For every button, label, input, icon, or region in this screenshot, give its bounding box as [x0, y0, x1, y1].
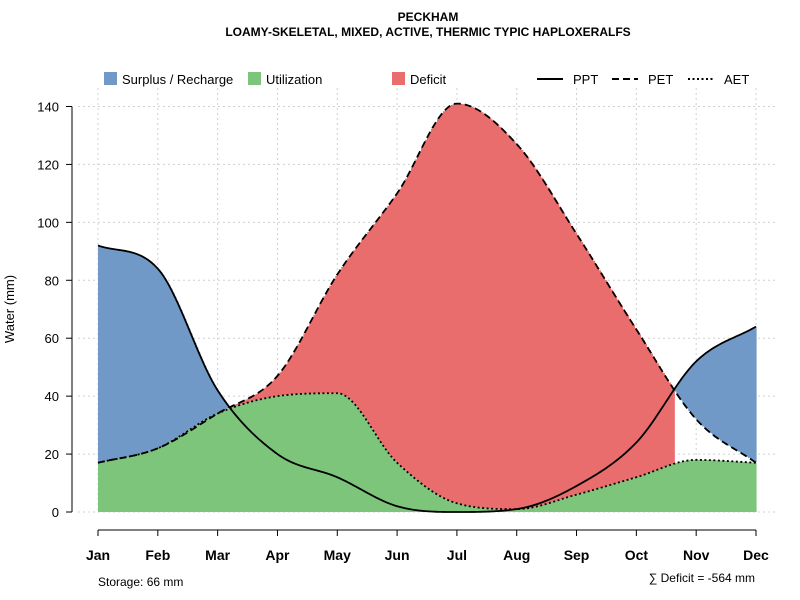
- y-tick-label: 120: [37, 157, 59, 172]
- legend-label: PET: [648, 72, 673, 87]
- legend-label: PPT: [573, 72, 598, 87]
- deficit-annotation: ∑ Deficit = -564 mm: [649, 571, 755, 585]
- legend-swatch: [248, 72, 261, 85]
- area-fills: [98, 103, 757, 512]
- legend-label: Utilization: [266, 72, 322, 87]
- x-tick-label: Aug: [503, 547, 530, 563]
- x-tick-label: Nov: [683, 547, 710, 563]
- storage-annotation: Storage: 66 mm: [98, 575, 183, 589]
- x-tick-label: Feb: [145, 547, 170, 563]
- x-tick-label: Apr: [265, 547, 290, 563]
- legend-label: AET: [724, 72, 749, 87]
- chart-subtitle: LOAMY-SKELETAL, MIXED, ACTIVE, THERMIC T…: [225, 25, 630, 39]
- y-tick-label: 140: [37, 99, 59, 114]
- legend-swatch: [392, 72, 405, 85]
- x-tick-label: Dec: [743, 547, 769, 563]
- legend: Surplus / Recharge Utilization Deficit PPT P…: [104, 72, 749, 87]
- y-tick-label: 0: [52, 505, 59, 520]
- y-tick-label: 60: [45, 331, 59, 346]
- legend-label: Surplus / Recharge: [122, 72, 233, 87]
- x-tick-label: Jun: [385, 547, 410, 563]
- x-tick-label: Jan: [86, 547, 110, 563]
- surplus-recharge-area: [98, 245, 757, 463]
- deficit-area: [229, 103, 675, 510]
- legend-item: Surplus / Recharge: [104, 72, 233, 87]
- x-tick-label: May: [324, 547, 351, 563]
- series-lines: [97, 102, 757, 513]
- y-axis-label: Water (mm): [2, 275, 17, 343]
- y-tick-label: 40: [45, 389, 59, 404]
- x-tick-label: Jul: [447, 547, 467, 563]
- y-tick-label: 100: [37, 215, 59, 230]
- legend-swatch: [104, 72, 117, 85]
- x-tick-label: Oct: [625, 547, 649, 563]
- series-line-ppt: [97, 244, 757, 513]
- x-tick-label: Sep: [564, 547, 590, 563]
- legend-item: PPT: [537, 72, 598, 87]
- axes: 0 20 40 60 80 100 120 140 Jan Feb Mar Apr May Jun Jul A…: [37, 99, 769, 563]
- utilization-area: [98, 393, 757, 512]
- legend-item: AET: [688, 72, 749, 87]
- legend-item: Utilization: [248, 72, 322, 87]
- y-tick-label: 20: [45, 447, 59, 462]
- legend-item: Deficit: [392, 72, 447, 87]
- x-tick-label: Mar: [205, 547, 230, 563]
- legend-item: PET: [612, 72, 673, 87]
- series-line-pet: [97, 102, 757, 464]
- y-tick-label: 80: [45, 273, 59, 288]
- chart-title: PECKHAM: [398, 10, 459, 24]
- legend-label: Deficit: [410, 72, 447, 87]
